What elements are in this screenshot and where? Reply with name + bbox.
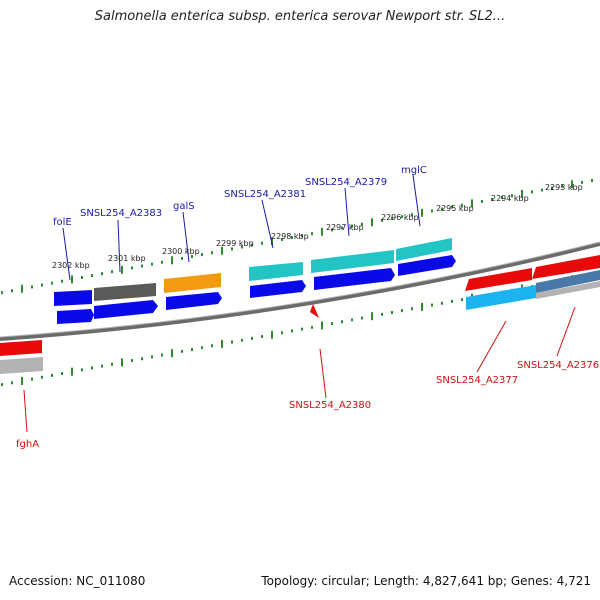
gene-arrow-red — [465, 268, 532, 291]
kbp-label: 2299 kbp — [216, 239, 254, 248]
gene-label-mglc: mglC — [401, 165, 427, 176]
kbp-label: 2293 kbp — [545, 183, 583, 192]
gene-arrow-blue — [314, 268, 395, 290]
gene-arrow-blue — [94, 300, 158, 319]
kbp-label: 2300 kbp — [162, 247, 200, 256]
lower-strand-features — [0, 255, 600, 374]
gene-arrow-dark-gray — [94, 283, 156, 301]
gene-label-snsl254-a2380: SNSL254_A2380 — [289, 400, 371, 411]
lower-gene-leaders — [23, 306, 576, 433]
upper-strand-blue-genes — [57, 255, 456, 324]
upper-strand-features — [54, 238, 452, 306]
genome-title: Salmonella enterica subsp. enterica sero… — [94, 9, 506, 24]
gene-arrow-blue — [57, 309, 94, 324]
gene-label-snsl254-a2379: SNSL254_A2379 — [305, 177, 387, 188]
gene-arrow-teal — [311, 250, 394, 273]
gene-arrow-light-blue — [466, 285, 536, 310]
gene-arrow-orange — [164, 273, 221, 293]
gene-marker-red — [310, 304, 319, 318]
gene-arrow-blue — [166, 292, 222, 310]
kbp-label: 2295 kbp — [436, 204, 474, 213]
gene-label-gals: galS — [173, 201, 195, 212]
gene-arrow-teal — [396, 238, 452, 261]
kbp-label: 2296 kbp — [381, 213, 419, 222]
kbp-label: 2301 kbp — [108, 254, 146, 263]
kbp-label: 2302 kbp — [52, 261, 90, 270]
kbp-label: 2298 kbp — [271, 232, 309, 241]
kbp-label: 2294 kbp — [491, 194, 529, 203]
kbp-labels: 2302 kbp 2301 kbp 2300 kbp 2299 kbp 2298… — [52, 183, 583, 270]
gene-label-fole: folE — [53, 217, 72, 228]
gene-label-snsl254-a2383: SNSL254_A2383 — [80, 208, 162, 219]
accession-text: Accession: NC_011080 — [9, 574, 146, 588]
upper-gene-leaders — [62, 174, 421, 281]
gene-arrow-teal — [249, 262, 303, 281]
gene-arrow-red — [0, 340, 42, 356]
gene-arrow-blue — [398, 255, 456, 276]
gene-arrow-blue — [54, 290, 92, 306]
kbp-label: 2297 kbp — [326, 223, 364, 232]
gene-arrow-blue — [250, 280, 306, 298]
genome-backbone — [0, 242, 600, 341]
gene-arrow-red — [532, 255, 600, 279]
gene-arrow-light-gray — [536, 281, 600, 299]
gene-label-snsl254-a2376: SNSL254_A2376 — [517, 360, 599, 371]
upper-scale-ticks — [1, 179, 593, 295]
gene-label-snsl254-a2381: SNSL254_A2381 — [224, 189, 306, 200]
gene-arrow-light-gray — [0, 357, 43, 374]
gene-arrow-steel — [536, 270, 600, 293]
gene-label-fgha: fghA — [16, 439, 39, 450]
lower-gene-labels: fghA SNSL254_A2380 SNSL254_A2377 SNSL254… — [16, 360, 599, 450]
gene-label-snsl254-a2377: SNSL254_A2377 — [436, 375, 518, 386]
topology-text: Topology: circular; Length: 4,827,641 bp… — [261, 574, 591, 588]
upper-gene-labels: folE SNSL254_A2383 galS SNSL254_A2381 SN… — [53, 165, 427, 228]
genome-backbone-highlight — [0, 241, 600, 338]
